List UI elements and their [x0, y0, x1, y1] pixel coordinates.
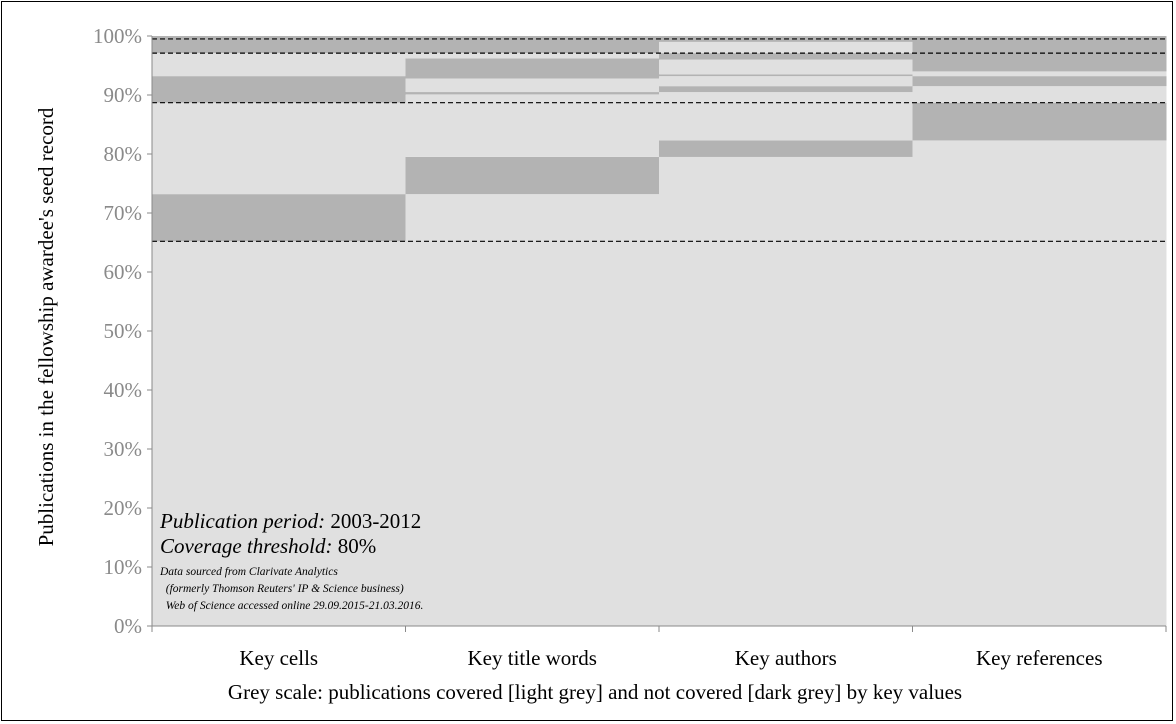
- segment-not-covered: [912, 76, 1167, 87]
- period-value: 2003-2012: [325, 509, 421, 533]
- period-line: Publication period: 2003-2012: [159, 509, 421, 533]
- y-tick-label: 40%: [104, 378, 143, 402]
- segment-covered: [405, 194, 660, 626]
- annotation-box: Publication period: 2003-2012 Coverage t…: [159, 509, 423, 612]
- x-category-label: Key authors: [735, 646, 837, 670]
- x-category-label: Key cells: [239, 646, 318, 670]
- segment-covered: [912, 86, 1167, 103]
- segment-not-covered: [405, 156, 660, 195]
- legend-caption: Grey scale: publications covered [light …: [228, 680, 962, 704]
- source-line-2: (formerly Thomson Reuters' IP & Science …: [160, 583, 404, 595]
- segment-covered: [912, 71, 1167, 77]
- y-tick-label: 0%: [114, 614, 142, 638]
- segment-not-covered: [659, 140, 913, 157]
- axes-group: 0% 10% 20% 30% 40% 50% 60% 70% 80% 90% 100% Key cel…: [93, 24, 1167, 670]
- y-tick-label: 10%: [104, 555, 143, 579]
- segment-not-covered: [405, 36, 660, 54]
- segment-covered: [659, 41, 913, 54]
- segment-covered: [659, 76, 913, 87]
- segment-not-covered: [659, 53, 913, 60]
- y-tick-label: 20%: [104, 496, 143, 520]
- y-tick-label: 30%: [104, 437, 143, 461]
- y-axis-label: Publications in the fellowship awardee's…: [34, 107, 58, 546]
- segment-covered: [152, 241, 406, 626]
- threshold-value: 80%: [332, 534, 376, 558]
- segment-covered: [405, 78, 660, 93]
- y-tick-label: 80%: [104, 142, 143, 166]
- segment-covered: [152, 53, 406, 77]
- segment-covered: [659, 156, 913, 626]
- segment-not-covered: [152, 194, 406, 242]
- y-tick-label: 100%: [93, 24, 142, 48]
- segment-not-covered: [152, 36, 406, 54]
- segment-covered: [405, 53, 660, 59]
- bars-group: [152, 36, 1167, 626]
- source-line-3: Web of Science accessed online 29.09.201…: [160, 600, 423, 612]
- segment-not-covered: [405, 92, 660, 95]
- threshold-label: Coverage threshold:: [160, 534, 332, 558]
- y-tick-label: 50%: [104, 319, 143, 343]
- y-tick-label: 70%: [104, 201, 143, 225]
- segment-covered: [659, 92, 913, 141]
- segment-covered: [912, 140, 1167, 626]
- source-line-1: Data sourced from Clarivate Analytics: [159, 566, 338, 578]
- segment-not-covered: [152, 76, 406, 103]
- segment-not-covered: [659, 86, 913, 93]
- y-tick-label: 60%: [104, 260, 143, 284]
- segment-not-covered: [659, 74, 913, 77]
- segment-covered: [405, 94, 660, 157]
- x-category-label: Key references: [976, 646, 1103, 670]
- period-label: Publication period:: [159, 509, 325, 533]
- threshold-lines: [152, 38, 1166, 242]
- segment-covered: [152, 102, 406, 195]
- segment-not-covered: [912, 102, 1167, 141]
- x-category-label: Key title words: [468, 646, 597, 670]
- y-tick-label: 90%: [104, 83, 143, 107]
- segment-covered: [659, 59, 913, 75]
- segment-not-covered: [405, 58, 660, 79]
- threshold-line: Coverage threshold: 80%: [160, 534, 376, 558]
